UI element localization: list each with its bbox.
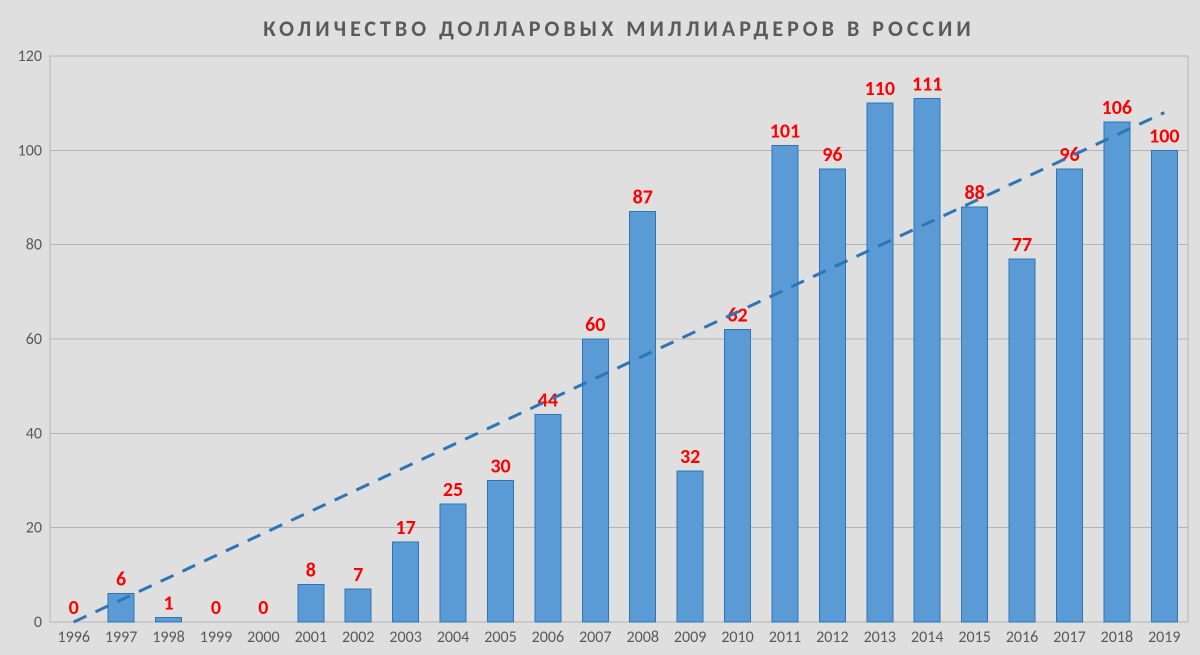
bar xyxy=(677,471,703,622)
data-label: 8 xyxy=(306,558,316,582)
bar xyxy=(535,414,561,622)
chart-title: КОЛИЧЕСТВО ДОЛЛАРОВЫХ МИЛЛИАРДЕРОВ В РОС… xyxy=(263,15,974,42)
bar xyxy=(108,594,134,622)
x-tick-label: 1996 xyxy=(57,628,89,647)
data-label: 30 xyxy=(490,455,510,479)
data-label: 1 xyxy=(163,591,173,615)
data-label: 110 xyxy=(865,77,895,101)
bar xyxy=(393,542,419,622)
data-label: 0 xyxy=(211,596,221,620)
x-tick-label: 2009 xyxy=(674,628,706,647)
x-tick-label: 2006 xyxy=(532,628,564,647)
bar xyxy=(725,330,751,622)
x-tick-label: 2000 xyxy=(247,628,279,647)
y-tick-label: 120 xyxy=(18,47,42,66)
x-tick-label: 2008 xyxy=(626,628,658,647)
x-tick-label: 2003 xyxy=(389,628,421,647)
data-label: 6 xyxy=(116,568,126,592)
data-label: 101 xyxy=(770,120,800,144)
x-tick-label: 1998 xyxy=(152,628,184,647)
x-tick-label: 2019 xyxy=(1148,628,1180,647)
data-label: 32 xyxy=(680,445,700,469)
data-label: 96 xyxy=(822,143,842,167)
x-tick-label: 2012 xyxy=(816,628,848,647)
bar xyxy=(867,103,893,622)
x-tick-label: 2016 xyxy=(1006,628,1038,647)
data-label: 111 xyxy=(912,72,942,96)
bar xyxy=(1056,169,1082,622)
data-label: 17 xyxy=(395,516,415,540)
billionaires-bar-chart: 0 20 40 60 80 100 120 1996 0 1997 6 1998 1 1999 0 2000 0… xyxy=(0,0,1200,655)
x-tick-label: 2013 xyxy=(864,628,896,647)
x-tick-label: 2010 xyxy=(721,628,753,647)
data-label: 0 xyxy=(69,596,79,620)
data-label: 100 xyxy=(1149,124,1179,148)
x-tick-label: 2017 xyxy=(1053,628,1085,647)
bar xyxy=(1151,150,1177,622)
data-label: 7 xyxy=(353,563,363,587)
data-label: 25 xyxy=(443,478,463,502)
y-tick-label: 80 xyxy=(26,236,42,255)
x-tick-label: 2001 xyxy=(295,628,327,647)
bar xyxy=(156,617,182,622)
bar xyxy=(630,212,656,622)
bar xyxy=(582,339,608,622)
data-label: 77 xyxy=(1012,233,1032,257)
bar xyxy=(298,584,324,622)
x-tick-label: 2005 xyxy=(484,628,516,647)
bar xyxy=(819,169,845,622)
x-tick-label: 1997 xyxy=(105,628,137,647)
x-tick-label: 2007 xyxy=(579,628,611,647)
bar xyxy=(1009,259,1035,622)
bar xyxy=(345,589,371,622)
x-tick-label: 2014 xyxy=(911,628,943,647)
data-label: 87 xyxy=(633,186,653,210)
x-tick-label: 2015 xyxy=(958,628,990,647)
bar xyxy=(962,207,988,622)
data-label: 0 xyxy=(258,596,268,620)
data-label: 60 xyxy=(585,313,605,337)
x-tick-label: 1999 xyxy=(200,628,232,647)
chart-container: 0 20 40 60 80 100 120 1996 0 1997 6 1998 1 1999 0 2000 0… xyxy=(0,0,1200,655)
data-label: 106 xyxy=(1102,96,1132,120)
x-tick-label: 2011 xyxy=(769,628,801,647)
bar xyxy=(914,98,940,622)
bar xyxy=(487,481,513,623)
data-label: 44 xyxy=(538,388,558,412)
y-tick-label: 40 xyxy=(26,424,42,443)
y-tick-label: 60 xyxy=(26,330,42,349)
bar xyxy=(1104,122,1130,622)
bar xyxy=(440,504,466,622)
x-tick-label: 2004 xyxy=(437,628,469,647)
y-tick-label: 20 xyxy=(26,519,42,538)
x-tick-label: 2018 xyxy=(1101,628,1133,647)
y-tick-label: 0 xyxy=(34,613,42,632)
bar xyxy=(772,146,798,622)
y-tick-label: 100 xyxy=(18,141,42,160)
x-tick-label: 2002 xyxy=(342,628,374,647)
